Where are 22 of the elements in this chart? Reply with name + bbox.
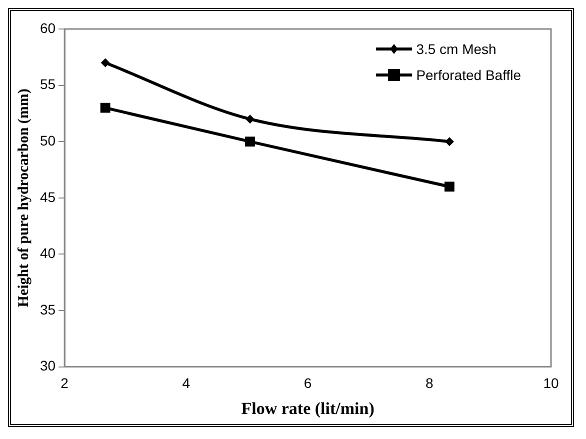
x-tick-label: 4	[182, 375, 190, 392]
legend-label: Perforated Baffle	[416, 67, 521, 83]
point	[246, 114, 255, 124]
point	[245, 136, 255, 147]
y-tick-label: 60	[40, 20, 56, 36]
x-tick-label: 2	[60, 375, 69, 392]
x-tick-label: 10	[543, 375, 559, 392]
y-tick-label: 30	[40, 358, 56, 374]
point	[444, 137, 454, 146]
x-tick-label: 8	[425, 375, 434, 392]
point	[100, 102, 110, 113]
y-tick-label: 50	[40, 132, 56, 148]
y-tick-label: 35	[40, 301, 56, 318]
point	[444, 182, 454, 192]
point	[100, 58, 110, 68]
y-tick-label: 55	[40, 76, 56, 92]
y-axis-title: Height of pure hydrocarbon (mm)	[16, 88, 32, 308]
y-tick-label: 45	[40, 188, 56, 205]
legend-label: 3.5 cm Mesh	[416, 41, 496, 57]
x-axis-title: Flow rate (lit/min)	[241, 399, 374, 418]
x-tick-label: 6	[304, 375, 312, 392]
y-tick-label: 40	[40, 245, 56, 262]
